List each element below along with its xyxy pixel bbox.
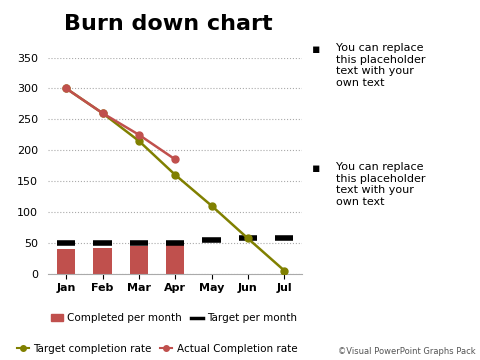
Bar [94, 248, 111, 274]
Text: You can replace
this placeholder
text with your
own text: You can replace this placeholder text wi… [336, 162, 425, 207]
Bar [130, 247, 148, 274]
Text: ©Visual PowerPoint Graphs Pack: ©Visual PowerPoint Graphs Pack [337, 347, 475, 356]
Text: Burn down chart: Burn down chart [64, 14, 272, 35]
Legend: Target completion rate, Actual Completion rate: Target completion rate, Actual Completio… [16, 343, 297, 354]
Bar [57, 249, 75, 274]
Text: You can replace
this placeholder
text with your
own text: You can replace this placeholder text wi… [336, 43, 425, 88]
Text: ▪: ▪ [312, 162, 321, 175]
Text: ▪: ▪ [312, 43, 321, 56]
Bar [166, 245, 184, 274]
